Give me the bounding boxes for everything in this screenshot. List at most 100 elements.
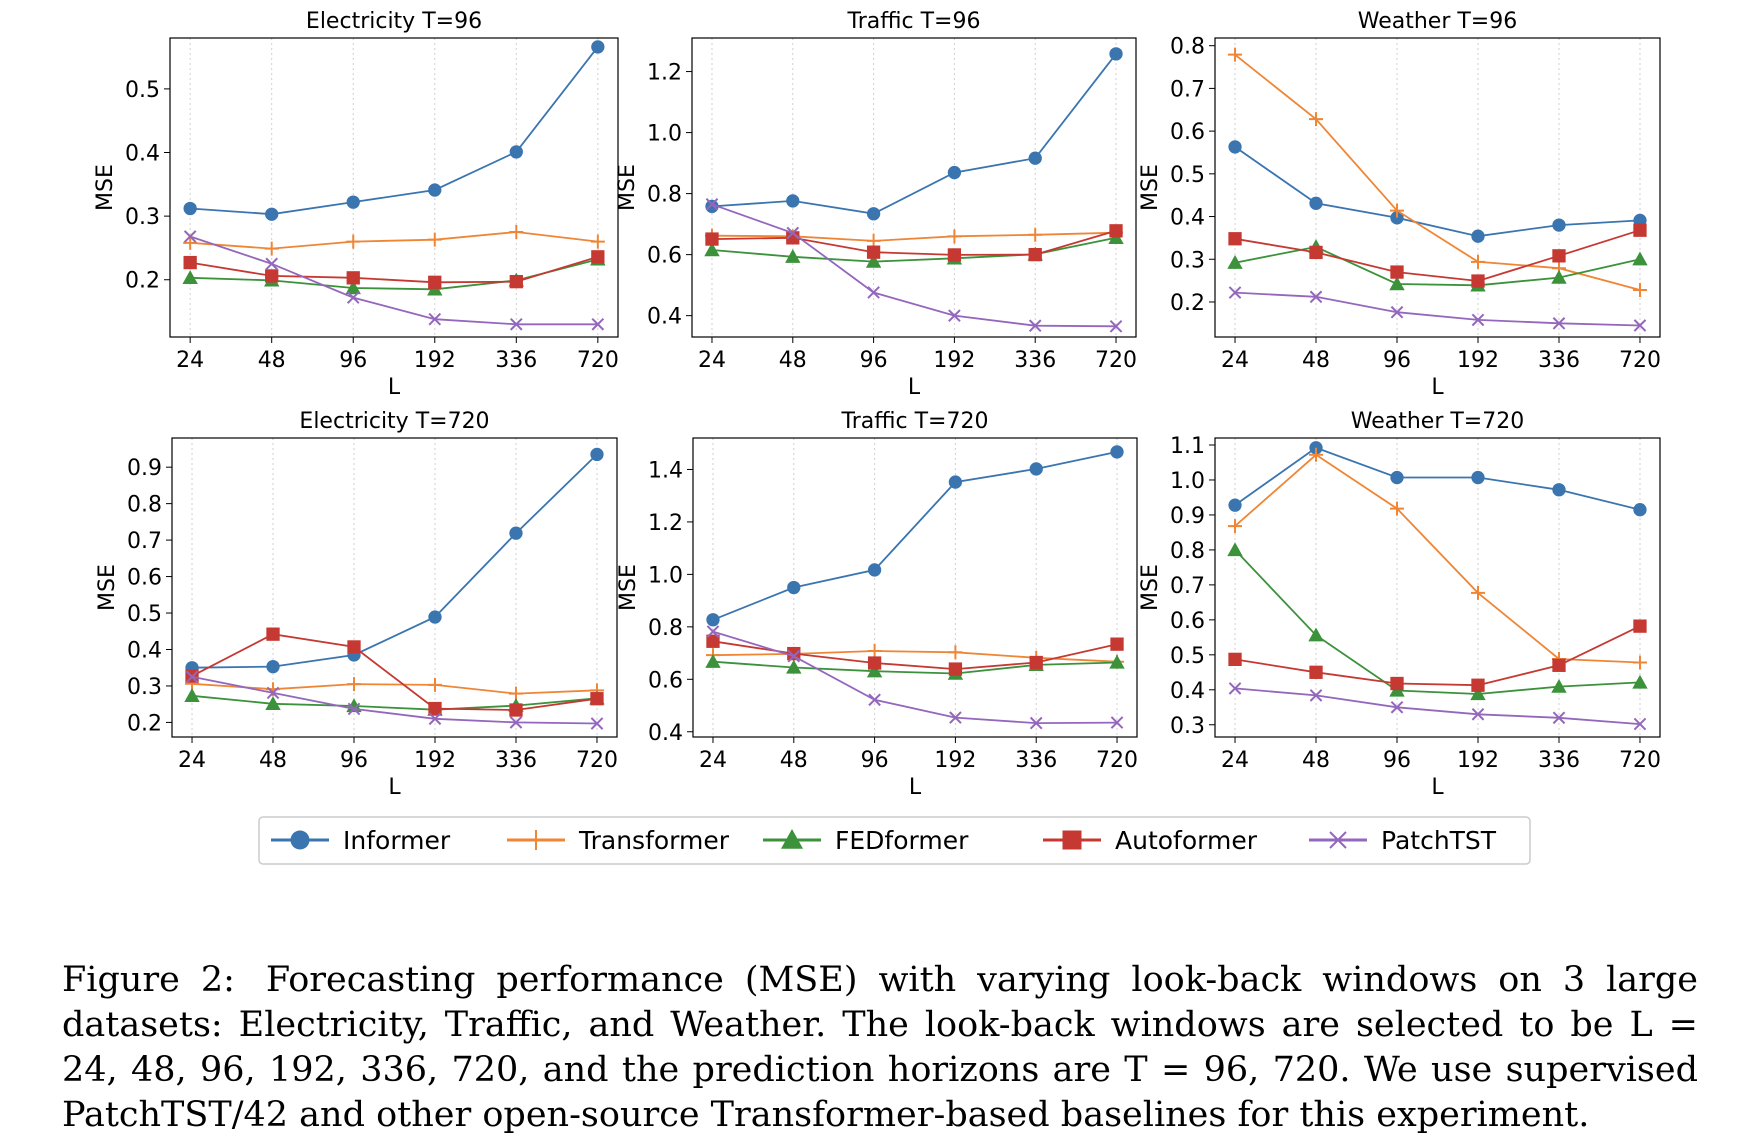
series-line-informer xyxy=(711,53,1117,215)
x-tick-label: 96 xyxy=(1383,348,1411,373)
point-informer xyxy=(591,40,605,54)
caption-label: Figure 2: xyxy=(62,960,235,1000)
x-tick-label: 192 xyxy=(934,748,976,773)
x-tick-label: 48 xyxy=(1302,748,1330,773)
x-axis-label: L xyxy=(388,775,401,800)
x-tick-label: 48 xyxy=(1302,348,1330,373)
series-line-informer xyxy=(1234,446,1641,511)
point-fedformer xyxy=(1632,251,1648,266)
point-transformer xyxy=(1390,501,1405,516)
point-informer xyxy=(787,580,801,595)
x-tick-label: 24 xyxy=(176,348,204,373)
point-transformer xyxy=(1632,655,1647,670)
point-fedformer xyxy=(1227,254,1243,269)
point-autoformer xyxy=(266,627,280,641)
y-tick-label: 0.7 xyxy=(1170,574,1205,599)
point-patchtst xyxy=(346,291,360,304)
point-patchtst xyxy=(1552,711,1566,725)
chart-panel: 24 48 96 192 336 720 0.4 0.6 0.8 1.0 1.2 Traffic T=… xyxy=(615,9,1137,400)
point-patchtst xyxy=(347,702,361,716)
point-autoformer xyxy=(428,701,442,716)
x-tick-label: 720 xyxy=(1096,748,1138,773)
point-patchtst xyxy=(949,711,962,724)
x-tick-label: 720 xyxy=(577,348,619,373)
x-tick-label: 192 xyxy=(414,348,456,373)
point-autoformer xyxy=(590,692,604,706)
point-fedformer xyxy=(1470,686,1486,701)
x-tick-label: 24 xyxy=(1221,748,1249,773)
x-tick-label: 192 xyxy=(933,348,975,373)
y-tick-label: 0.4 xyxy=(127,638,162,663)
point-autoformer xyxy=(346,271,360,285)
y-tick-label: 1.0 xyxy=(648,563,683,588)
chart-panel: 24 48 96 192 336 720 0.3 0.4 0.5 0.6 0.7 0.8 0.9 1.0 1… xyxy=(1138,409,1661,800)
y-tick-label: 0.8 xyxy=(127,493,162,518)
legend-marker xyxy=(526,830,546,850)
y-axis-label: MSE xyxy=(93,164,118,211)
point-autoformer xyxy=(947,248,962,262)
point-patchtst xyxy=(266,686,280,700)
point-transformer xyxy=(1228,519,1243,534)
point-transformer xyxy=(183,235,198,250)
y-tick-label: 0.3 xyxy=(125,205,160,230)
legend-label: FEDformer xyxy=(835,826,969,855)
point-transformer xyxy=(264,241,279,256)
point-informer xyxy=(867,563,882,577)
y-tick-label: 0.2 xyxy=(127,711,162,736)
x-tick-label: 192 xyxy=(1457,748,1499,773)
point-fedformer xyxy=(1389,276,1405,291)
point-transformer xyxy=(1309,112,1324,127)
legend-label: Autoformer xyxy=(1115,826,1258,855)
x-tick-label: 96 xyxy=(339,348,367,373)
series-line-transformer xyxy=(1234,453,1641,664)
figure: 24 48 96 192 336 720 0.2 0.3 0.4 0.5 Electricity T… xyxy=(93,9,1661,865)
plot-frame xyxy=(171,437,618,738)
y-tick-label: 0.4 xyxy=(1170,206,1205,231)
point-fedformer xyxy=(786,659,802,674)
point-transformer xyxy=(1470,254,1485,269)
point-fedformer xyxy=(345,280,361,295)
point-informer xyxy=(786,194,800,208)
x-tick-label: 336 xyxy=(1014,348,1056,373)
x-tick-label: 48 xyxy=(780,748,808,773)
point-informer xyxy=(1228,140,1242,154)
point-patchtst xyxy=(868,693,881,707)
x-tick-label: 720 xyxy=(1619,348,1661,373)
series-line-transformer xyxy=(712,650,1118,663)
y-tick-label: 0.6 xyxy=(1170,609,1205,634)
y-tick-label: 0.7 xyxy=(127,529,162,554)
series-line-autoformer xyxy=(1234,625,1641,687)
series-line-patchtst xyxy=(191,675,598,725)
point-informer xyxy=(1029,462,1043,476)
point-patchtst xyxy=(265,257,279,271)
series-line-patchtst xyxy=(711,203,1117,328)
point-fedformer xyxy=(1632,674,1648,689)
x-tick-label: 96 xyxy=(1383,748,1411,773)
point-informer xyxy=(428,183,442,197)
point-autoformer xyxy=(509,703,523,717)
chart-title: Weather T=96 xyxy=(1358,9,1518,34)
point-fedformer xyxy=(1109,654,1125,669)
chart-title: Traffic T=96 xyxy=(847,9,981,34)
legend: Informer Transformer FEDformer Autoformer Pa… xyxy=(258,816,1531,865)
point-autoformer xyxy=(509,275,523,289)
y-tick-label: 0.6 xyxy=(647,244,682,269)
point-autoformer xyxy=(706,634,720,648)
point-fedformer xyxy=(704,242,720,257)
point-informer xyxy=(1552,218,1566,232)
series-line-patchtst xyxy=(1234,687,1641,725)
point-informer xyxy=(183,201,197,216)
point-informer xyxy=(866,207,881,221)
chart-title: Electricity T=96 xyxy=(306,9,482,34)
point-fedformer xyxy=(866,663,883,678)
point-patchtst xyxy=(183,230,197,243)
point-fedformer xyxy=(865,253,882,268)
plot-frame xyxy=(1214,437,1661,738)
legend-item: Transformer xyxy=(507,826,730,855)
point-autoformer xyxy=(948,662,963,676)
point-informer xyxy=(509,145,523,159)
y-tick-label: 0.8 xyxy=(647,183,682,208)
legend-marker xyxy=(1062,830,1082,850)
y-tick-label: 0.4 xyxy=(125,142,160,167)
point-autoformer xyxy=(1309,665,1323,679)
